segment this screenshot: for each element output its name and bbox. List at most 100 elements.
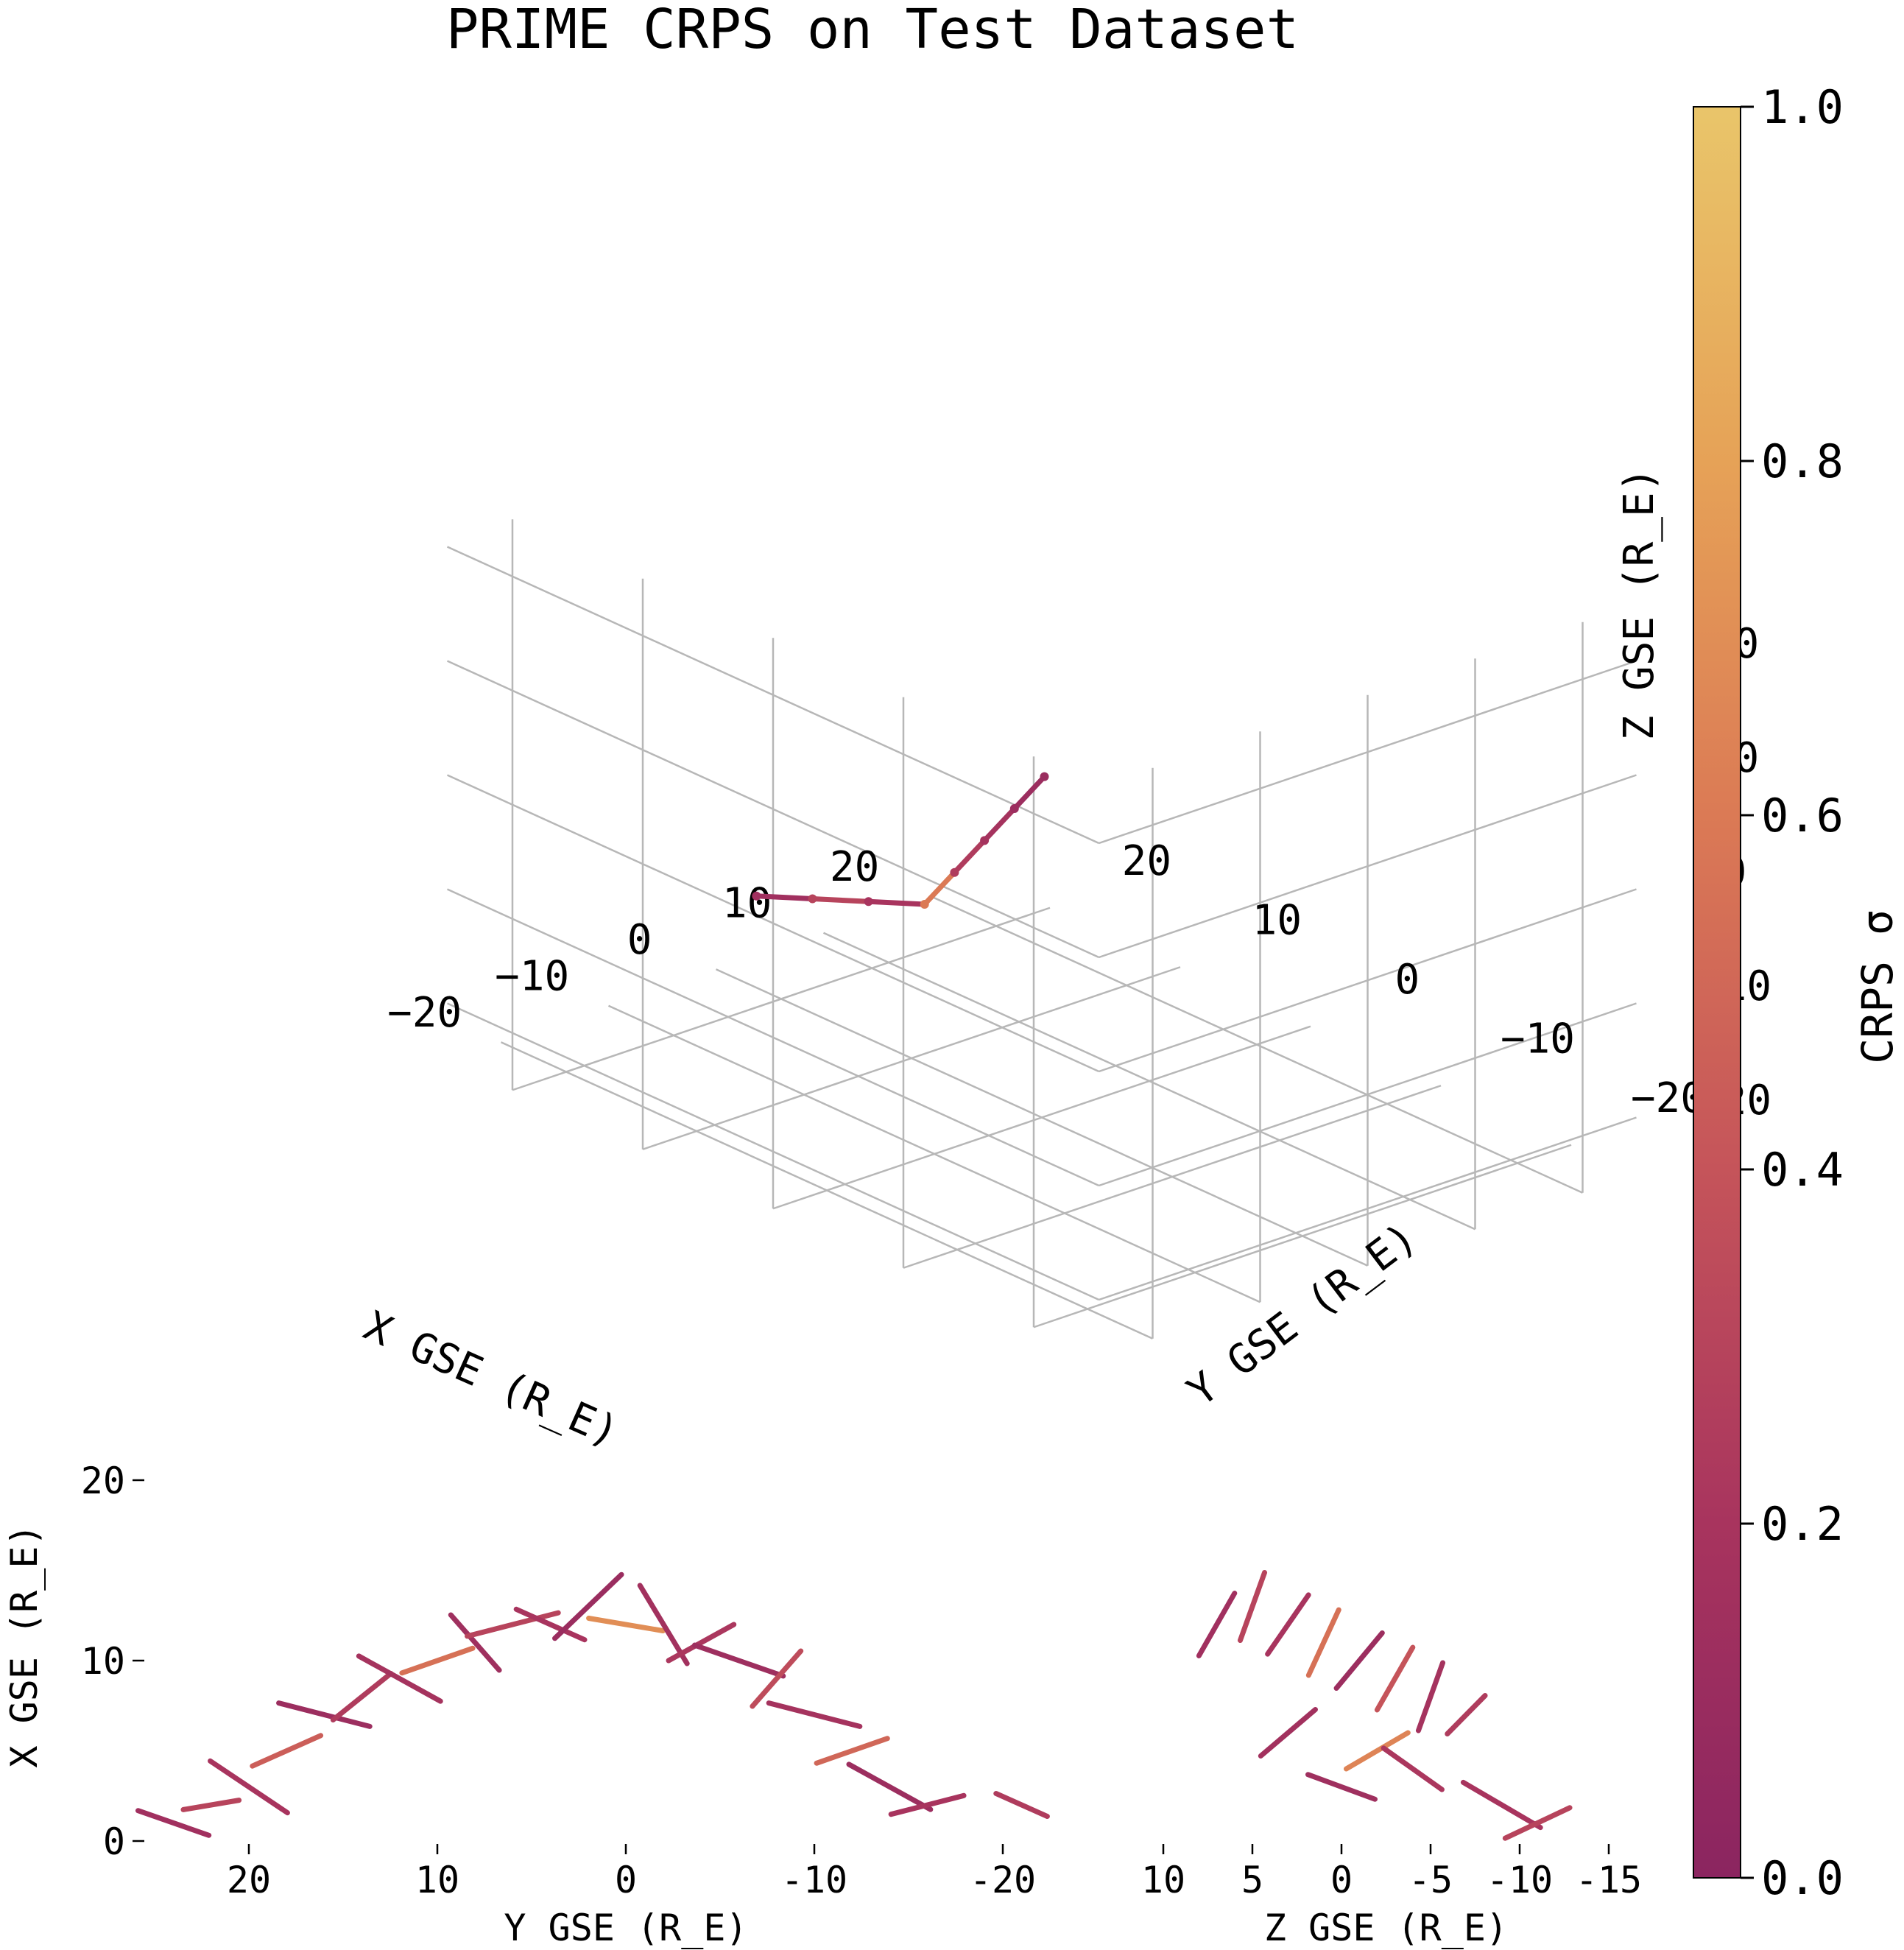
x-axis-label: Y GSE (R_E) [504, 1907, 747, 1949]
y-tick-label: 0 [627, 916, 652, 964]
data-segment [981, 806, 1018, 843]
x-tick-label: 5 [1241, 1859, 1263, 1901]
x-tick-label: -20 [970, 1859, 1036, 1901]
x-axis-label: X GSE (R_E) [357, 1302, 626, 1457]
colorbar-label: CRPS σ [1852, 909, 1903, 1064]
colorbar-tick-label: 0.0 [1761, 1851, 1844, 1905]
data-point [752, 891, 761, 901]
y-tick-label: 10 [81, 1640, 125, 1683]
data-segment [810, 896, 872, 904]
data-point [808, 894, 817, 904]
data-segment [1012, 774, 1047, 812]
x-tick-label: 0 [1330, 1859, 1353, 1901]
x-tick-label: 10 [1141, 1859, 1185, 1901]
colorbar-tick-label: 0.8 [1761, 434, 1844, 488]
data-segment [1258, 1707, 1318, 1759]
data-segment [753, 893, 815, 902]
data-segment [1460, 1779, 1543, 1831]
y-tick-label: 0 [103, 1820, 125, 1863]
data-segment [208, 1758, 290, 1816]
data-segment [1381, 1745, 1445, 1792]
data-segment [586, 1615, 666, 1634]
gridline [512, 907, 1051, 1091]
colorbar-tick-label: 0.6 [1761, 789, 1844, 842]
y-tick-label: −20 [387, 989, 462, 1037]
colorbar-gradient [1693, 106, 1741, 1879]
data-segment [846, 1761, 934, 1812]
data-segment [330, 1671, 394, 1722]
z-axis-label: Z GSE (R_E) [1615, 468, 1663, 741]
gridline [772, 1025, 1311, 1210]
x-tick-label: 10 [1252, 897, 1302, 945]
x-tick-label: -10 [1487, 1859, 1553, 1901]
data-segment [1502, 1805, 1573, 1841]
x-tick-label: 10 [415, 1859, 459, 1901]
y-tick-label: 20 [81, 1460, 125, 1502]
data-segment [1445, 1693, 1488, 1736]
data-point [950, 867, 959, 877]
data-segment [356, 1653, 443, 1704]
data-segment [993, 1790, 1050, 1820]
data-segment [1237, 1569, 1268, 1644]
data-segment [691, 1642, 786, 1679]
data-point [1009, 804, 1019, 813]
x-tick-label: 0 [1395, 956, 1420, 1004]
data-segment [1343, 1730, 1411, 1772]
gridline [822, 932, 1476, 1231]
y-tick-label: −10 [495, 952, 569, 1000]
colorbar-tick-label: 1.0 [1761, 80, 1844, 134]
data-segment [552, 1571, 624, 1641]
data-segment [666, 1622, 737, 1664]
x-tick-label: -10 [781, 1859, 847, 1901]
y-axis-label: Y GSE (R_E) [1179, 1214, 1425, 1416]
data-segment [1305, 1607, 1341, 1678]
gridline [446, 546, 1100, 845]
data-point [920, 900, 929, 909]
data-segment [180, 1798, 242, 1812]
data-segment [1196, 1591, 1238, 1658]
data-segment [513, 1606, 588, 1643]
colorbar-tick-label: 0.4 [1761, 1143, 1844, 1197]
x-tick-label: -5 [1408, 1859, 1453, 1901]
data-segment [399, 1645, 476, 1676]
xy-projection-panel: 20 10 0 -10 -20 Y GSE (R_E) 0 10 20 X GSE (R_E) [3, 1460, 1050, 1949]
data-segment [250, 1733, 324, 1769]
x-tick-label: 20 [227, 1859, 271, 1901]
data-segment [1305, 1772, 1378, 1802]
data-segment [637, 1583, 690, 1666]
data-segment [814, 1736, 890, 1766]
chart-title: PRIME CRPS on Test Dataset [446, 0, 1299, 61]
data-segment [1333, 1630, 1385, 1692]
data-segment [1265, 1592, 1311, 1657]
data-segment [866, 898, 928, 907]
x-tick-label: −10 [1501, 1016, 1575, 1063]
data-segment [465, 1610, 561, 1639]
data-segment [951, 837, 987, 876]
data-segment [135, 1808, 212, 1838]
gridline [446, 660, 1100, 959]
data-point [1040, 772, 1049, 781]
gridline [642, 966, 1181, 1150]
data-segment [276, 1700, 373, 1729]
y-axis-label: X GSE (R_E) [3, 1524, 46, 1767]
colorbar: 0.0 0.2 0.4 0.6 0.8 1.0 CRPS σ [1693, 80, 1903, 1905]
data-segment [922, 870, 957, 907]
x-tick-label: -15 [1576, 1859, 1642, 1901]
data-segment [888, 1792, 967, 1817]
data-segment [1374, 1644, 1416, 1713]
data-segment [750, 1648, 804, 1709]
data-segment [1415, 1660, 1446, 1733]
y-tick-label: 20 [830, 843, 879, 891]
colorbar-tick-label: 0.2 [1761, 1497, 1844, 1551]
y-tick-label: 10 [722, 879, 772, 927]
x-tick-label: 0 [615, 1859, 637, 1901]
gridline [930, 895, 1584, 1194]
data-point [980, 836, 990, 845]
gridline [1099, 660, 1637, 845]
x-tick-label: 20 [1122, 837, 1171, 885]
data-segment [766, 1700, 863, 1729]
data-segment [448, 1612, 502, 1673]
gridline [1099, 774, 1637, 959]
